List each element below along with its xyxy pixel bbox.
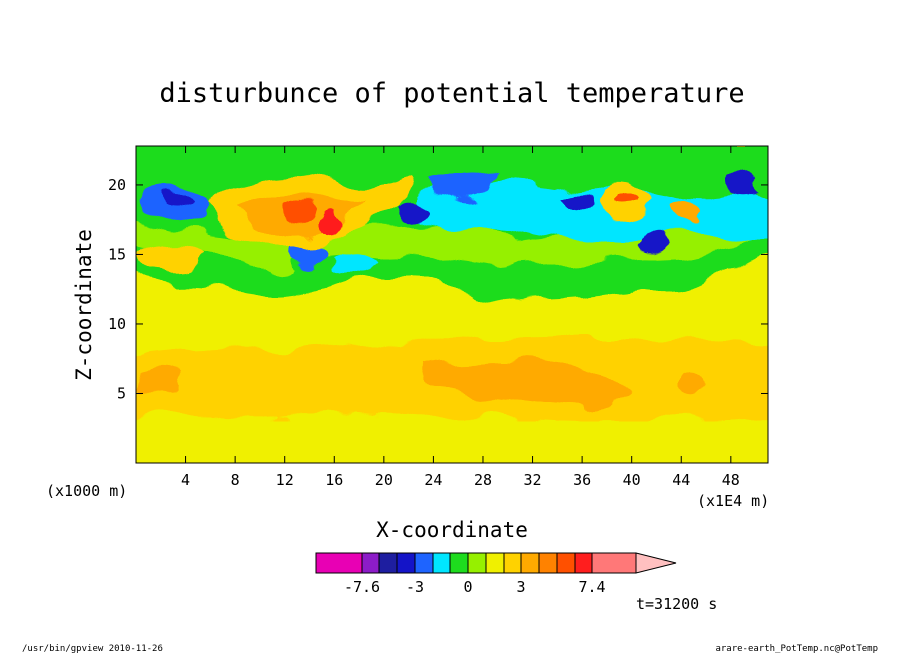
x-tick-label: 24 xyxy=(424,471,442,489)
plot-frame xyxy=(135,145,769,464)
y-tick-label: 15 xyxy=(108,245,126,263)
blue-patch-4 xyxy=(290,244,324,268)
footer-right: arare-earth_PotTemp.nc@PotTemp xyxy=(715,644,878,654)
y-tick-label: 5 xyxy=(117,384,126,402)
blue-patch-5 xyxy=(330,250,376,274)
x-tick-label: 32 xyxy=(524,471,542,489)
colorbar-swatch xyxy=(591,552,637,574)
lower-band-right-core xyxy=(676,369,706,393)
contour-field xyxy=(136,146,768,422)
chart-title: disturbunce of potential temperature xyxy=(159,78,744,109)
colorbar-arrow xyxy=(635,552,677,574)
orange-patch-right-2 xyxy=(668,200,704,227)
x-tick-label: 20 xyxy=(375,471,393,489)
colorbar-swatch xyxy=(315,552,363,574)
y-axis-label: Z-coordinate xyxy=(72,229,96,381)
lower-band-core xyxy=(428,358,632,408)
x-axis-label: X-coordinate xyxy=(376,518,528,542)
colorbar xyxy=(315,552,677,574)
y-tick-label: 20 xyxy=(108,176,126,194)
colorbar-swatch xyxy=(414,552,434,574)
colorbar-tick-label: -7.6 xyxy=(344,578,380,596)
x-axis-ticks: 4 8 12 16 20 24 28 32 36 40 44 48 xyxy=(181,146,740,489)
colorbar-labels: -7.6 -3 0 3 7.4 xyxy=(344,578,606,596)
time-label: t=31200 s xyxy=(636,595,717,613)
lower-band-left-core xyxy=(140,366,186,393)
x-unit-right: (x1E4 m) xyxy=(697,492,769,510)
x-tick-label: 28 xyxy=(474,471,492,489)
colorbar-tick-label: 3 xyxy=(516,578,525,596)
colorbar-swatch xyxy=(503,552,522,574)
colorbar-swatch xyxy=(449,552,469,574)
colorbar-tick-label: 0 xyxy=(463,578,472,596)
darkblue-patch-1 xyxy=(166,194,192,212)
blue-patch-3 xyxy=(398,203,430,223)
colorbar-tick-label: -3 xyxy=(406,578,424,596)
colorbar-swatch xyxy=(538,552,558,574)
x-tick-label: 12 xyxy=(276,471,294,489)
blue-patch-6 xyxy=(560,189,594,212)
colorbar-swatch xyxy=(432,552,451,574)
footer-left: /usr/bin/gpview 2010-11-26 xyxy=(22,644,163,654)
x-tick-label: 4 xyxy=(181,471,190,489)
red-patch-right xyxy=(620,193,638,209)
x-tick-label: 36 xyxy=(573,471,591,489)
plot-area xyxy=(136,146,768,463)
blue-patch-2 xyxy=(430,165,499,200)
y-tick-label: 10 xyxy=(108,315,126,333)
colorbar-swatch xyxy=(574,552,593,574)
cyan-patch-right xyxy=(420,182,768,241)
colorbar-swatch xyxy=(361,552,380,574)
colorbar-swatch xyxy=(520,552,540,574)
x-tick-label: 8 xyxy=(231,471,240,489)
x-tick-label: 40 xyxy=(623,471,641,489)
x-tick-label: 48 xyxy=(722,471,740,489)
colorbar-swatch xyxy=(556,552,576,574)
colorbar-swatch xyxy=(396,552,416,574)
blue-patch-8 xyxy=(730,173,760,197)
red-core-2 xyxy=(318,215,342,236)
x-tick-label: 16 xyxy=(325,471,343,489)
colorbar-swatch xyxy=(467,552,487,574)
x-tick-label: 44 xyxy=(672,471,690,489)
colorbar-swatch xyxy=(485,552,505,574)
x-unit-left: (x1000 m) xyxy=(46,482,127,500)
colorbar-swatch xyxy=(378,552,398,574)
colorbar-tick-label: 7.4 xyxy=(578,578,605,596)
red-core-1 xyxy=(286,199,314,223)
blue-patch-7 xyxy=(640,232,670,253)
orange-patch-left xyxy=(140,247,204,270)
y-axis-ticks: 5 10 15 20 xyxy=(108,176,768,402)
